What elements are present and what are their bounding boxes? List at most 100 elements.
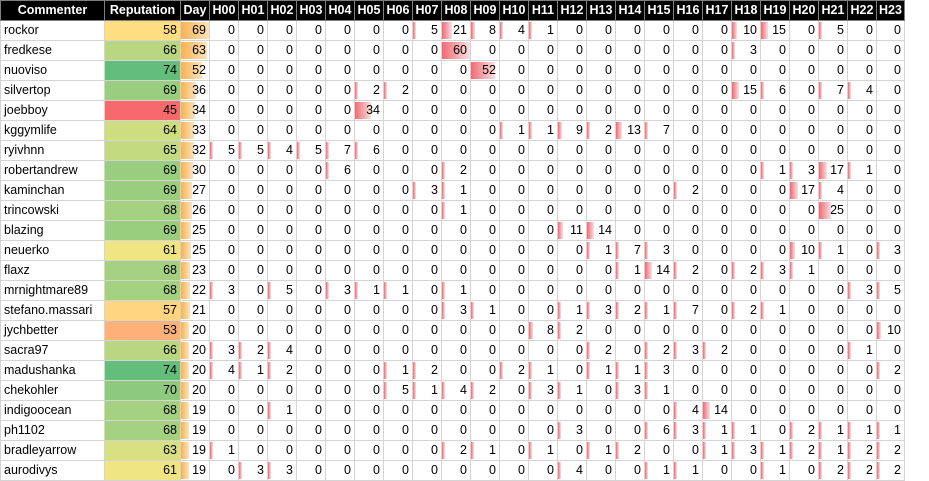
hour-cell-h08: 0 [441,60,471,81]
hour-cell-h15: 0 [644,100,674,121]
hour-data-bar [471,22,475,39]
hour-cell-h10: 0 [499,220,529,241]
hour-count-value: 0 [460,243,467,257]
hour-cell-h13: 0 [586,100,616,121]
table-row: aurodivys 61 19 0 3 3 0 0 0 0 0 0 0 0 0 4 0 0 1 1 0 0 1 0 2 2 2 [0,460,905,481]
hour-cell-h16: 0 [673,40,703,61]
hour-count-value: 0 [750,143,757,157]
table-row: joebboy 45 34 0 0 0 0 0 34 0 0 0 0 0 0 0 0 0 0 0 0 0 0 0 0 0 0 [0,100,905,121]
hour-cell-h05: 0 [354,220,384,241]
hour-count-value: 1 [721,423,728,437]
hour-count-value: 14 [598,223,612,237]
table-row: bradleyarrow 63 19 1 0 0 0 0 0 0 0 2 1 0 1 0 1 2 0 0 1 3 1 2 1 2 2 [0,440,905,461]
hour-count-value: 2 [373,83,380,97]
hour-count-value: 0 [402,403,409,417]
hour-count-value: 0 [779,423,786,437]
table-row: kaminchan 69 27 0 0 0 0 0 0 0 3 1 0 0 0 0 0 0 0 2 0 0 0 17 4 0 0 [0,180,905,201]
hour-data-bar [732,442,735,459]
hour-cell-h20: 0 [789,40,819,61]
hour-count-value: 0 [344,263,351,277]
hour-count-value: 0 [489,143,496,157]
hour-count-value: 3 [605,303,612,317]
hour-data-bar [703,402,710,419]
hour-count-value: 0 [460,143,467,157]
hour-count-value: 0 [750,243,757,257]
hour-data-bar [819,242,822,259]
hour-cell-h15: 0 [644,140,674,161]
commenter-name: ph1102 [0,420,105,441]
hour-data-bar [500,22,503,39]
hour-count-value: 0 [750,123,757,137]
hour-count-value: 0 [547,283,554,297]
hour-cell-h05: 0 [354,240,384,261]
hour-count-value: 0 [286,423,293,437]
day-data-bar [181,62,203,79]
hour-count-value: 0 [460,463,467,477]
hour-count-value: 0 [894,143,901,157]
hour-cell-h18: 0 [731,240,761,261]
hour-cell-h19: 0 [760,60,790,81]
hour-count-value: 0 [866,243,873,257]
hour-cell-h19: 0 [760,220,790,241]
hour-cell-h23: 0 [876,300,905,321]
hour-cell-h22: 0 [847,20,877,41]
hour-count-value: 2 [634,443,641,457]
column-header-h05: H05 [354,0,384,21]
hour-cell-h22: 2 [847,460,877,481]
column-header-day: Day [180,0,210,21]
hour-cell-h19: 0 [760,340,790,361]
hour-count-value: 1 [373,283,380,297]
hour-count-value: 0 [634,423,641,437]
hour-count-value: 3 [547,383,554,397]
day-data-bar [181,102,195,119]
hour-cell-h16: 7 [673,300,703,321]
hour-count-value: 0 [344,43,351,57]
hour-count-value: 0 [692,63,699,77]
hour-data-bar [848,82,851,99]
hour-count-value: 0 [692,163,699,177]
hour-count-value: 0 [228,403,235,417]
hour-cell-h11: 0 [528,340,558,361]
hour-count-value: 1 [257,363,264,377]
day-count-cell: 69 [180,20,210,41]
hour-cell-h18: 0 [731,100,761,121]
hour-count-value: 5 [286,283,293,297]
hour-count-value: 4 [460,383,467,397]
hour-count-value: 0 [721,263,728,277]
hour-count-value: 0 [518,423,525,437]
hour-cell-h14: 0 [615,420,645,441]
hour-cell-h00: 1 [209,440,239,461]
hour-cell-h20: 2 [789,440,819,461]
table-row: indigoocean 68 19 0 0 1 0 0 0 0 0 0 0 0 0 0 0 0 0 4 14 0 0 0 0 0 0 [0,400,905,421]
hour-cell-h19: 0 [760,120,790,141]
hour-count-value: 2 [257,343,264,357]
column-header-h09: H09 [470,0,500,21]
hour-count-value: 0 [431,243,438,257]
hour-count-value: 0 [576,283,583,297]
hour-cell-h14: 0 [615,80,645,101]
hour-cell-h11: 0 [528,420,558,441]
hour-count-value: 0 [808,323,815,337]
hour-data-bar [210,362,213,379]
hour-count-value: 0 [431,43,438,57]
hour-cell-h07: 0 [412,140,442,161]
hour-cell-h12: 0 [557,260,587,281]
hour-count-value: 0 [315,43,322,57]
hour-cell-h13: 0 [586,320,616,341]
hour-data-bar [674,182,677,199]
day-data-bar [181,42,207,59]
hour-cell-h08: 3 [441,300,471,321]
hour-data-bar [558,122,563,139]
hour-cell-h06: 1 [383,280,413,301]
hour-cell-h01: 0 [238,280,268,301]
hour-cell-h21: 0 [818,140,848,161]
hour-count-value: 2 [605,123,612,137]
hour-count-value: 0 [315,203,322,217]
hour-count-value: 1 [431,383,438,397]
hour-count-value: 3 [750,443,757,457]
hour-cell-h03: 0 [296,200,326,221]
hour-cell-h06: 0 [383,420,413,441]
hour-cell-h03: 0 [296,460,326,481]
hour-count-value: 0 [576,363,583,377]
reputation-cell: 68 [104,420,181,441]
